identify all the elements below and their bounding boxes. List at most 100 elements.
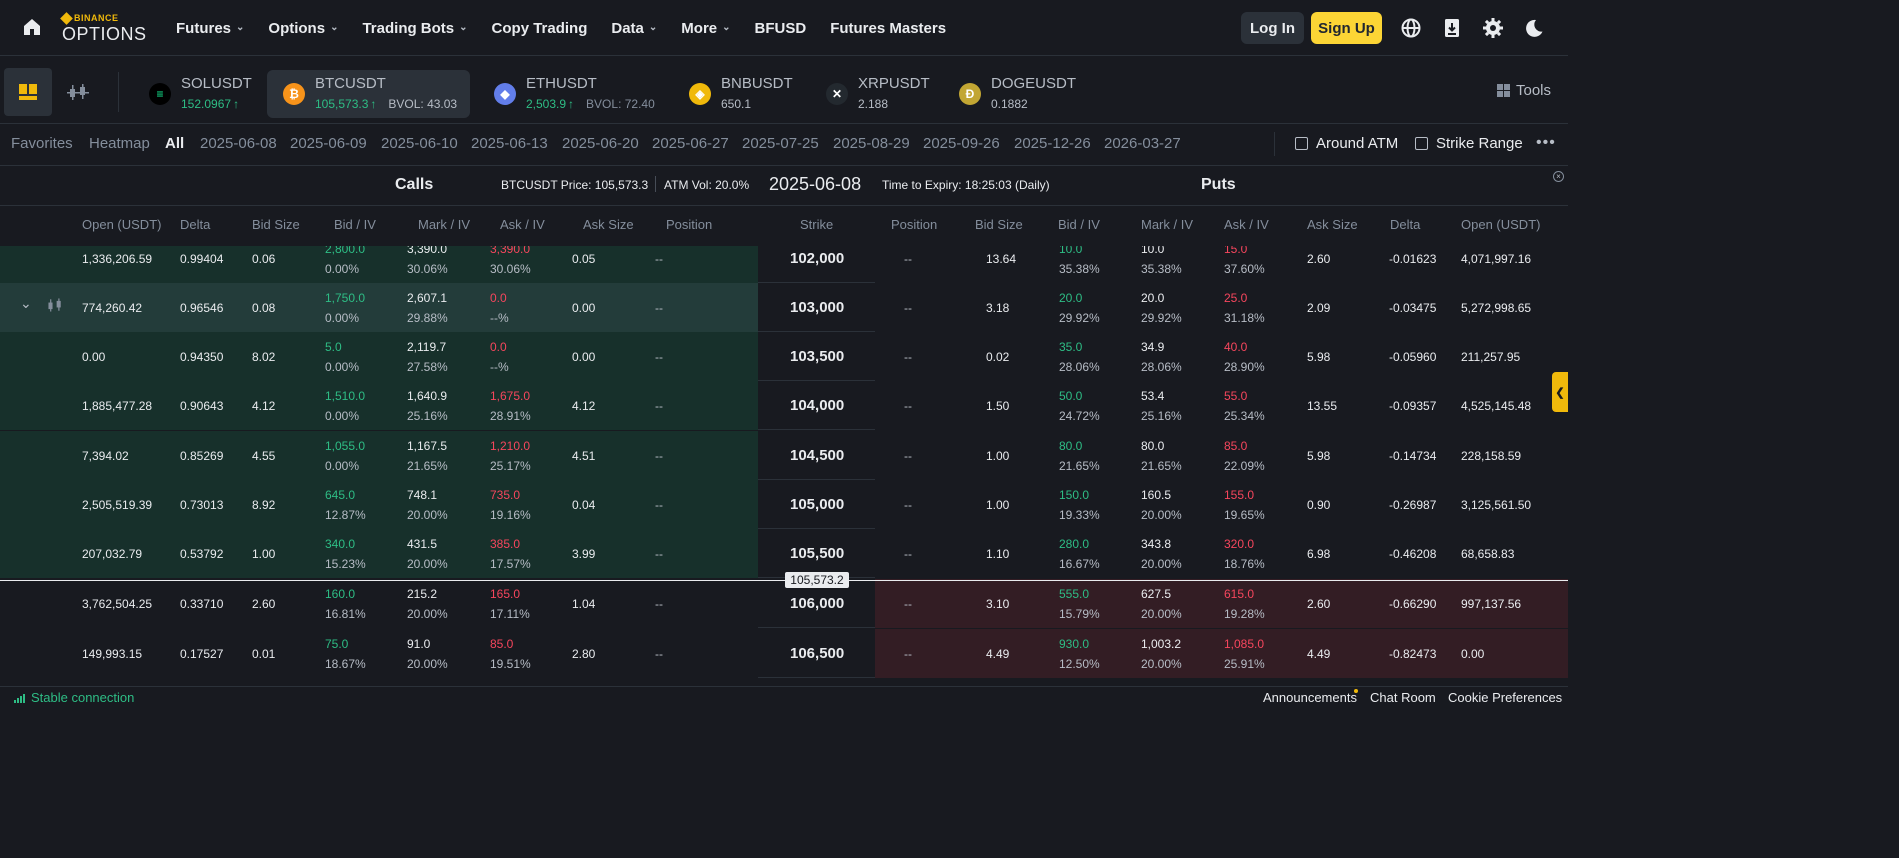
call-mark-price[interactable]: 431.5: [407, 537, 437, 551]
call-ask-price[interactable]: 735.0: [490, 488, 520, 502]
put-ask-price[interactable]: 40.0: [1224, 340, 1247, 354]
chat-room-link[interactable]: Chat Room: [1370, 690, 1436, 705]
nav-item-futures[interactable]: Futures ⌄: [176, 20, 244, 37]
call-mark-price[interactable]: 748.1: [407, 488, 437, 502]
put-ask-price[interactable]: 615.0: [1224, 587, 1254, 601]
candlestick-icon[interactable]: [46, 297, 64, 316]
checkbox-box[interactable]: [1295, 137, 1308, 150]
around-atm-checkbox[interactable]: Around ATM: [1295, 135, 1398, 152]
nav-item-bfusd[interactable]: BFUSD: [755, 20, 807, 37]
put-mark-price[interactable]: 160.5: [1141, 488, 1171, 502]
put-mark-price[interactable]: 1,003.2: [1141, 637, 1181, 651]
table-row[interactable]: 0.00 0.94350 8.02 5.0 0.00% 2,119.7 27.58% 0.0 -…: [0, 332, 1568, 381]
checkbox-box[interactable]: [1415, 137, 1428, 150]
table-row[interactable]: ⌄ 774,260.42 0.96546 0.08 1,750.0 0.00% 2,607.…: [0, 283, 1568, 332]
call-ask-price[interactable]: 165.0: [490, 587, 520, 601]
moon-icon[interactable]: [1523, 17, 1545, 39]
date-tab-2026-03-27[interactable]: 2026-03-27: [1104, 135, 1181, 152]
symbol-tab-dogeusdt[interactable]: Ð DOGEUSDT 0.1882: [951, 70, 1081, 118]
date-tab-2025-12-26[interactable]: 2025-12-26: [1014, 135, 1091, 152]
call-ask-price[interactable]: 85.0: [490, 637, 513, 651]
symbol-tab-bnbusdt[interactable]: ◈ BNBUSDT 650.1: [681, 70, 801, 118]
put-mark-price[interactable]: 34.9: [1141, 340, 1164, 354]
put-bid-price[interactable]: 10.0: [1059, 246, 1082, 256]
option-chain-view-button[interactable]: [4, 68, 52, 116]
cookie-preferences-link[interactable]: Cookie Preferences: [1448, 690, 1562, 705]
date-tab-2025-09-26[interactable]: 2025-09-26: [923, 135, 1000, 152]
put-mark-price[interactable]: 343.8: [1141, 537, 1171, 551]
put-ask-price[interactable]: 15.0: [1224, 246, 1247, 256]
nav-item-options[interactable]: Options ⌄: [268, 20, 338, 37]
nav-item-data[interactable]: Data ⌄: [611, 20, 657, 37]
put-bid-price[interactable]: 555.0: [1059, 587, 1089, 601]
date-tab-2025-06-10[interactable]: 2025-06-10: [381, 135, 458, 152]
chevron-down-icon[interactable]: ⌄: [20, 295, 32, 312]
table-row[interactable]: 207,032.79 0.53792 1.00 340.0 15.23% 431.5 20.…: [0, 529, 1568, 578]
table-row[interactable]: 149,993.15 0.17527 0.01 75.0 18.67% 91.0 20.00…: [0, 629, 1568, 678]
symbol-tab-btcusdt[interactable]: ₿ BTCUSDT 105,573.3 ↑ BVOL: 43.03: [267, 70, 470, 118]
chart-view-button[interactable]: [58, 68, 98, 116]
nav-item-more[interactable]: More ⌄: [681, 20, 730, 37]
strike-range-checkbox[interactable]: Strike Range: [1415, 135, 1523, 152]
put-ask-price[interactable]: 320.0: [1224, 537, 1254, 551]
call-mark-price[interactable]: 3,390.0: [407, 246, 447, 256]
call-bid-price[interactable]: 1,510.0: [325, 389, 365, 403]
call-ask-price[interactable]: 1,210.0: [490, 439, 530, 453]
put-bid-price[interactable]: 150.0: [1059, 488, 1089, 502]
put-bid-price[interactable]: 20.0: [1059, 291, 1082, 305]
call-mark-price[interactable]: 2,607.1: [407, 291, 447, 305]
table-row[interactable]: 7,394.02 0.85269 4.55 1,055.0 0.00% 1,167.5 21…: [0, 431, 1568, 480]
date-tab-favorites[interactable]: Favorites: [11, 135, 73, 152]
call-mark-price[interactable]: 91.0: [407, 637, 430, 651]
call-bid-price[interactable]: 645.0: [325, 488, 355, 502]
date-tab-2025-06-27[interactable]: 2025-06-27: [652, 135, 729, 152]
date-tab-2025-06-08[interactable]: 2025-06-08: [200, 135, 277, 152]
call-side[interactable]: [0, 332, 758, 381]
globe-icon[interactable]: [1400, 17, 1422, 39]
put-bid-price[interactable]: 50.0: [1059, 389, 1082, 403]
call-ask-price[interactable]: 385.0: [490, 537, 520, 551]
nav-item-futures-masters[interactable]: Futures Masters: [830, 20, 946, 37]
put-bid-price[interactable]: 35.0: [1059, 340, 1082, 354]
date-tab-2025-06-13[interactable]: 2025-06-13: [471, 135, 548, 152]
call-bid-price[interactable]: 1,750.0: [325, 291, 365, 305]
login-button[interactable]: Log In: [1241, 12, 1304, 44]
put-mark-price[interactable]: 20.0: [1141, 291, 1164, 305]
call-mark-price[interactable]: 1,640.9: [407, 389, 447, 403]
put-mark-price[interactable]: 53.4: [1141, 389, 1164, 403]
put-ask-price[interactable]: 25.0: [1224, 291, 1247, 305]
table-row[interactable]: 3,762,504.25 0.33710 2.60 160.0 16.81% 215.2 2…: [0, 579, 1568, 628]
call-bid-price[interactable]: 160.0: [325, 587, 355, 601]
call-ask-price[interactable]: 0.0: [490, 340, 507, 354]
call-bid-price[interactable]: 340.0: [325, 537, 355, 551]
tools-button[interactable]: Tools: [1497, 82, 1551, 99]
put-bid-price[interactable]: 80.0: [1059, 439, 1082, 453]
put-ask-price[interactable]: 55.0: [1224, 389, 1247, 403]
nav-item-copy-trading[interactable]: Copy Trading: [492, 20, 588, 37]
more-options-icon[interactable]: •••: [1536, 134, 1556, 152]
call-ask-price[interactable]: 0.0: [490, 291, 507, 305]
symbol-tab-ethusdt[interactable]: ◆ ETHUSDT 2,503.9 ↑ BVOL: 72.40: [486, 70, 656, 118]
put-bid-price[interactable]: 930.0: [1059, 637, 1089, 651]
nav-item-trading-bots[interactable]: Trading Bots ⌄: [362, 20, 467, 37]
put-bid-price[interactable]: 280.0: [1059, 537, 1089, 551]
symbol-tab-solusdt[interactable]: ≡ SOLUSDT 152.0967 ↑: [141, 70, 259, 118]
table-row[interactable]: 1,885,477.28 0.90643 4.12 1,510.0 0.00% 1,640…: [0, 381, 1568, 430]
call-bid-price[interactable]: 5.0: [325, 340, 342, 354]
date-tab-2025-06-09[interactable]: 2025-06-09: [290, 135, 367, 152]
signup-button[interactable]: Sign Up: [1311, 12, 1382, 44]
announcements-link[interactable]: Announcements: [1263, 690, 1357, 705]
put-mark-price[interactable]: 627.5: [1141, 587, 1171, 601]
put-ask-price[interactable]: 1,085.0: [1224, 637, 1264, 651]
date-tab-heatmap[interactable]: Heatmap: [89, 135, 150, 152]
date-tab-all[interactable]: All: [165, 135, 184, 152]
call-mark-price[interactable]: 2,119.7: [407, 340, 446, 354]
call-mark-price[interactable]: 215.2: [407, 587, 437, 601]
date-tab-2025-07-25[interactable]: 2025-07-25: [742, 135, 819, 152]
put-mark-price[interactable]: 80.0: [1141, 439, 1164, 453]
call-bid-price[interactable]: 1,055.0: [325, 439, 365, 453]
call-bid-price[interactable]: 75.0: [325, 637, 348, 651]
symbol-tab-xrpusdt[interactable]: ✕ XRPUSDT 2.188: [818, 70, 933, 118]
side-panel-toggle[interactable]: ❮: [1552, 372, 1568, 412]
table-row[interactable]: 2,505,519.39 0.73013 8.92 645.0 12.87% 748.1 2…: [0, 480, 1568, 529]
